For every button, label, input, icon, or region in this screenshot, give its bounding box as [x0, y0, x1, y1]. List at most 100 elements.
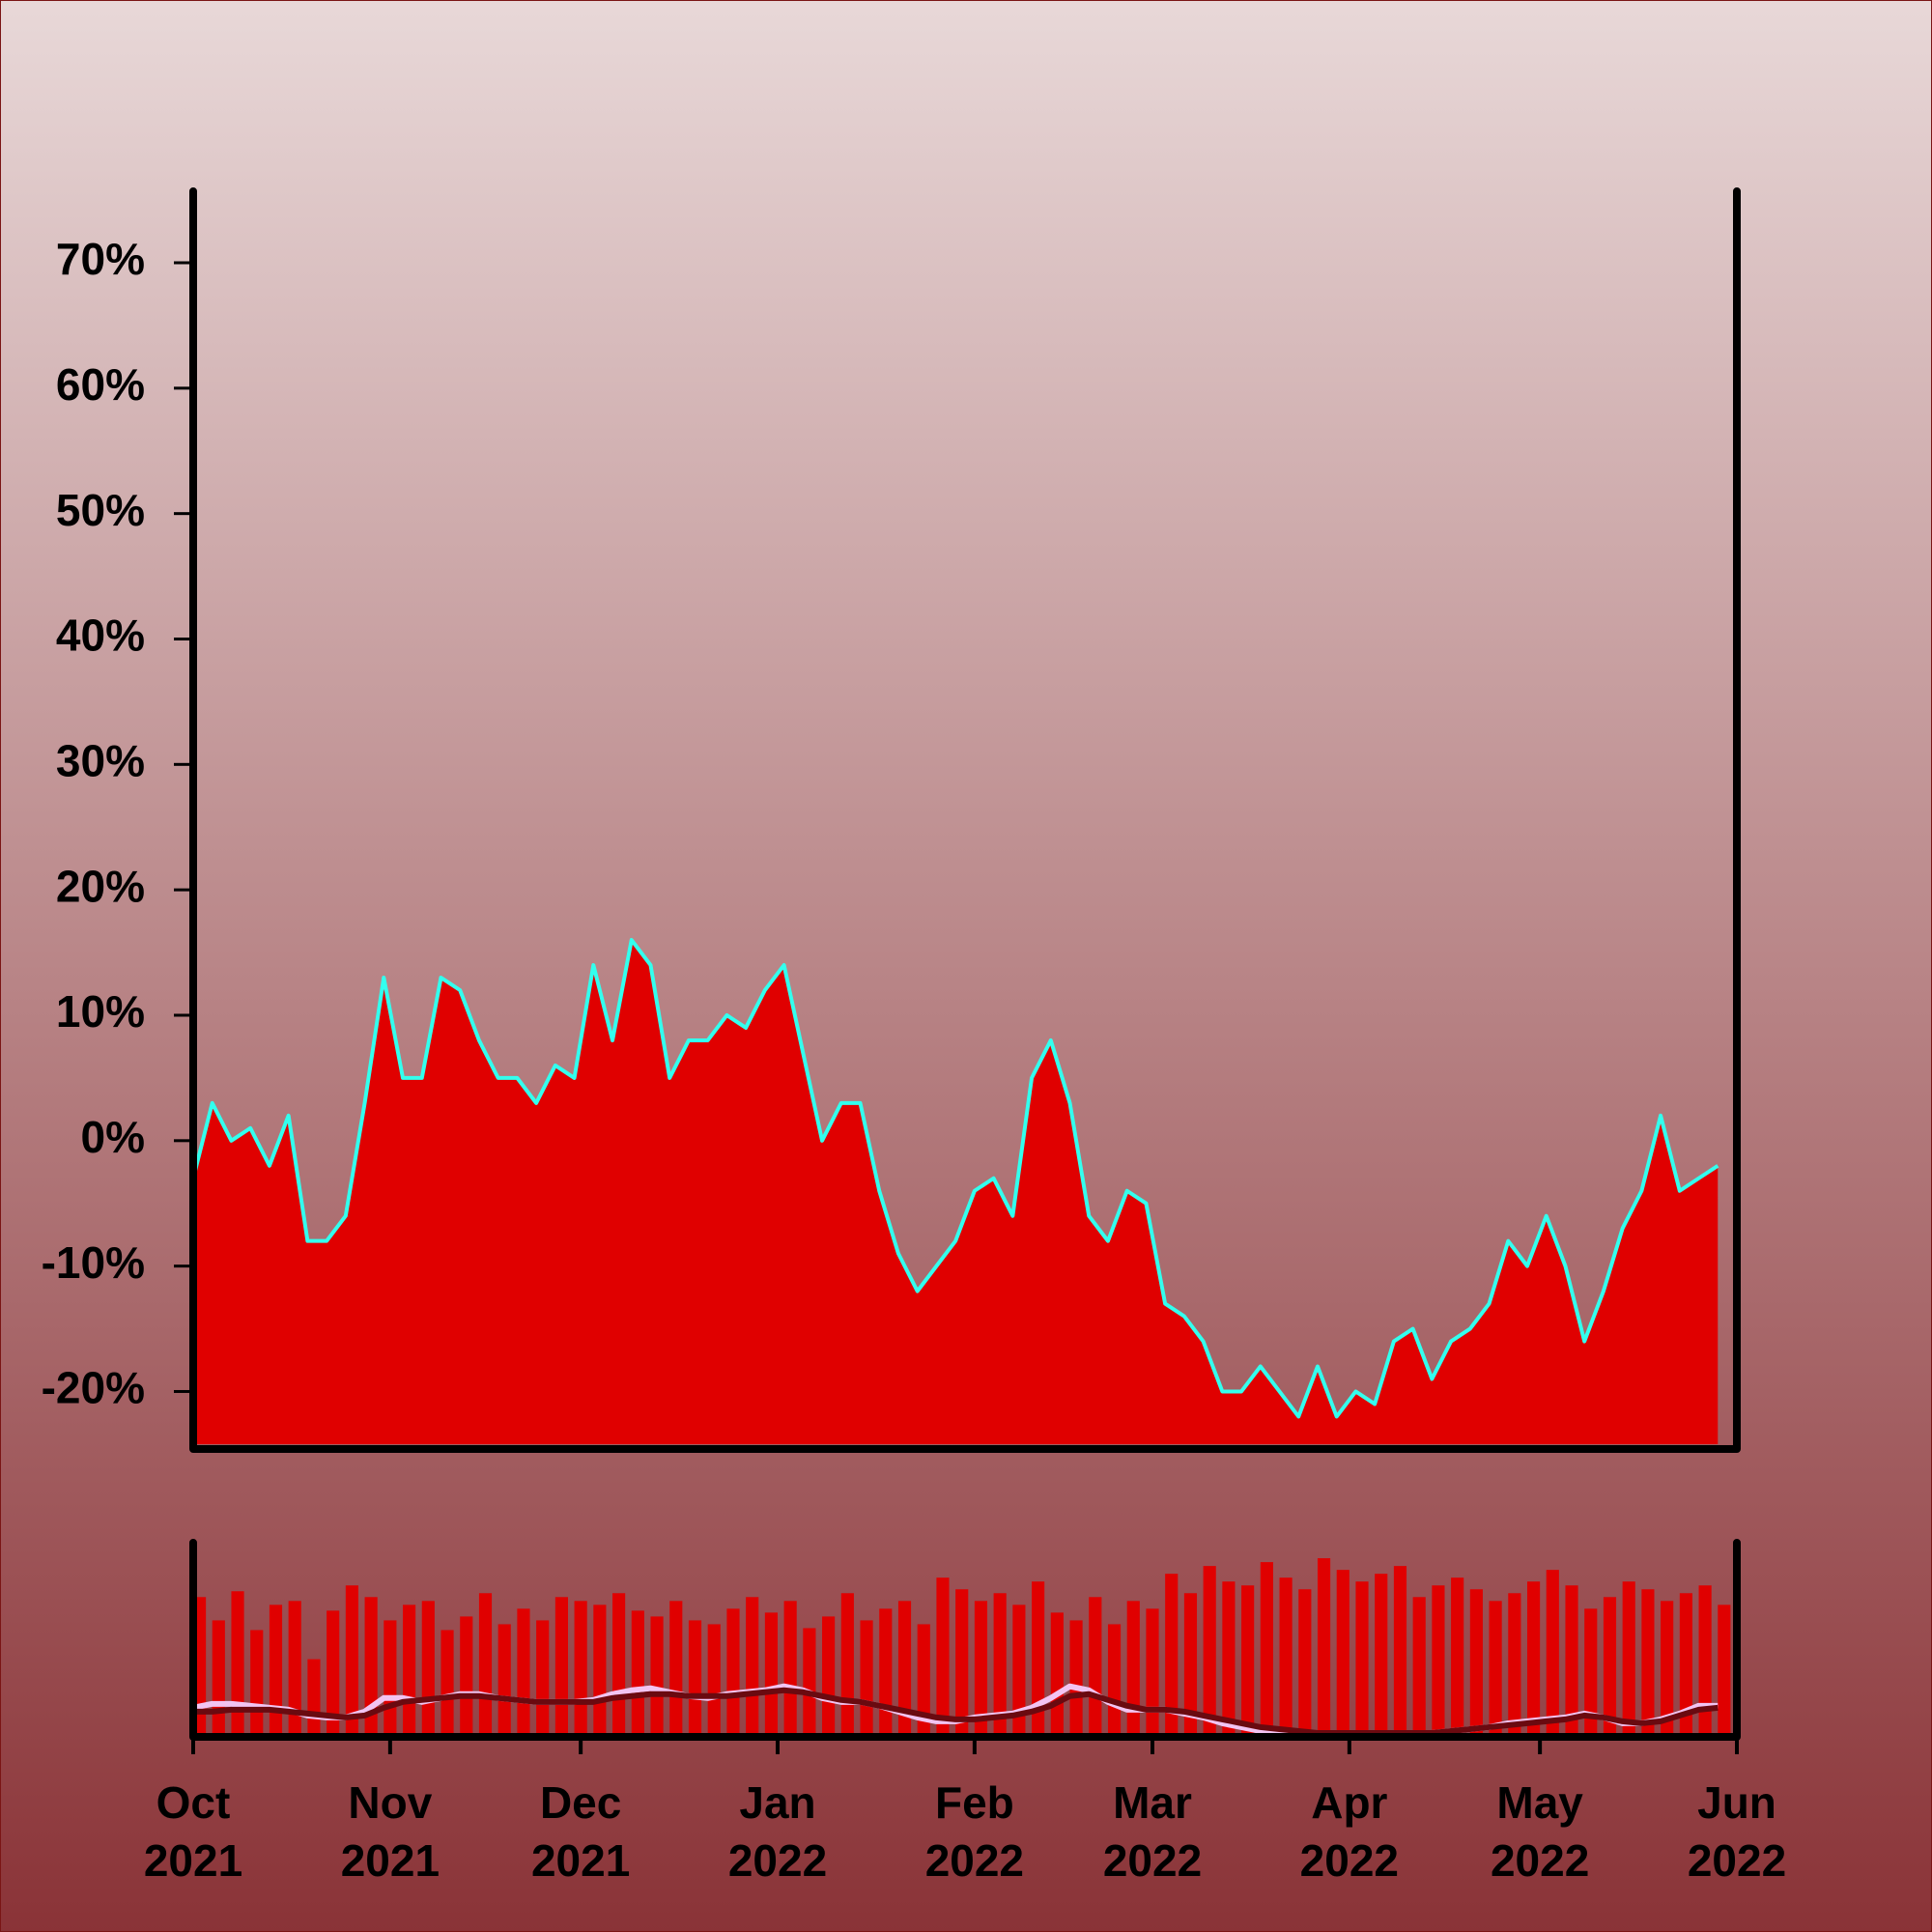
volume-bar [1089, 1597, 1102, 1737]
volume-bar [440, 1630, 454, 1737]
y-tick-label: 70% [56, 234, 145, 284]
x-tick-label: Jun 2022 [1687, 1777, 1787, 1886]
volume-bar [897, 1601, 912, 1737]
axis-frame [189, 1539, 1741, 1741]
volume-bar [1298, 1589, 1312, 1737]
volume-bar [764, 1612, 779, 1737]
volume-bar [250, 1630, 264, 1737]
volume-bar [879, 1608, 893, 1737]
volume-bar [593, 1605, 607, 1737]
y-tick-label: 40% [56, 611, 145, 661]
volume-bar [612, 1593, 626, 1737]
area [193, 940, 1719, 1444]
volume-bar [1432, 1585, 1445, 1737]
volume-bar [840, 1593, 854, 1737]
volume-bar [1241, 1585, 1255, 1737]
moving-average [193, 1687, 1719, 1736]
volume-bar [726, 1608, 740, 1737]
volume-bar [1222, 1581, 1236, 1737]
volume-bar [1661, 1601, 1674, 1737]
y-tick-label: 30% [56, 735, 145, 785]
volume-bar [1279, 1577, 1293, 1737]
x-tick-label: Jan 2022 [727, 1777, 828, 1886]
volume-bar [1679, 1593, 1692, 1737]
volume-bar [803, 1628, 816, 1737]
y-tick-label: 50% [56, 485, 145, 535]
y-tick-label: 0% [81, 1112, 145, 1162]
volume-bar [1451, 1577, 1464, 1737]
volume-bar [707, 1624, 721, 1737]
volume-bar [993, 1593, 1007, 1737]
axis-frame [189, 187, 1741, 1453]
volume-bar [822, 1616, 836, 1737]
volume-bar [974, 1601, 988, 1737]
volume-bar [650, 1616, 664, 1737]
volume-bar [574, 1601, 587, 1737]
volume-bar [917, 1624, 930, 1737]
volume-bar [688, 1620, 702, 1737]
volume-bar [1375, 1574, 1388, 1737]
volume-bar [1718, 1605, 1731, 1737]
volume-bar [1069, 1620, 1083, 1737]
volume-bar [1546, 1570, 1559, 1737]
volume-bar [554, 1597, 568, 1737]
volume-bar [460, 1616, 473, 1737]
volume-bar [497, 1624, 511, 1737]
volume-bar [536, 1620, 550, 1737]
x-tick-label: Mar 2022 [1102, 1777, 1203, 1886]
y-tick-label: 10% [56, 986, 145, 1037]
x-tick-label: Dec 2021 [530, 1777, 631, 1886]
line [191, 938, 1719, 1419]
volume-bar [384, 1620, 397, 1737]
volume-bar [345, 1585, 358, 1737]
volume-bar [669, 1601, 683, 1737]
volume-bar [1183, 1593, 1198, 1737]
volume-bar [1165, 1574, 1179, 1737]
volume-bar [1393, 1566, 1407, 1737]
y-tick-label: 20% [56, 861, 145, 911]
volume-bar [1050, 1612, 1064, 1737]
volume-bar [288, 1601, 301, 1737]
x-tick-label: Nov 2021 [340, 1777, 440, 1886]
volume-bar [746, 1597, 759, 1737]
volume-bar [1355, 1581, 1369, 1737]
volume-bar [1032, 1581, 1045, 1737]
volume-bar [783, 1601, 797, 1737]
y-tick-label: 60% [56, 359, 145, 410]
volume-bar [1126, 1601, 1140, 1737]
volume-bar [478, 1593, 493, 1737]
volume-bar [1317, 1558, 1331, 1737]
volume-bar [231, 1591, 244, 1737]
volume-bar [1489, 1601, 1502, 1737]
volume-bar [403, 1605, 416, 1737]
volume-bar [1565, 1585, 1578, 1737]
volume-bar [955, 1589, 969, 1737]
volume-bar [1508, 1593, 1521, 1737]
volume-bar [1012, 1605, 1026, 1737]
volume-bar [1412, 1597, 1426, 1737]
y-tick-label: -10% [42, 1237, 145, 1288]
volume-bar [212, 1620, 225, 1737]
volume-bar [327, 1610, 340, 1737]
y-tick-label: -20% [42, 1363, 145, 1413]
volume-bar [1203, 1566, 1216, 1737]
x-tick-label: Oct 2021 [143, 1777, 243, 1886]
volume-bar [631, 1610, 644, 1737]
volume-bar [269, 1605, 283, 1737]
volume-bar [860, 1620, 873, 1737]
x-tick-label: Feb 2022 [924, 1777, 1025, 1886]
volume-bar [936, 1577, 950, 1737]
volume-bar [1260, 1562, 1273, 1737]
x-tick-label: Apr 2022 [1299, 1777, 1400, 1886]
x-tick-label: May 2022 [1490, 1777, 1590, 1886]
volume-bar [1698, 1585, 1712, 1737]
volume-bar [1584, 1608, 1598, 1737]
volume-bar [1622, 1581, 1635, 1737]
volume-bar [421, 1601, 435, 1737]
volume-bar [1641, 1589, 1655, 1737]
volume-bar [1469, 1589, 1483, 1737]
volume-bar [517, 1608, 530, 1737]
volume-bar [1336, 1570, 1350, 1737]
